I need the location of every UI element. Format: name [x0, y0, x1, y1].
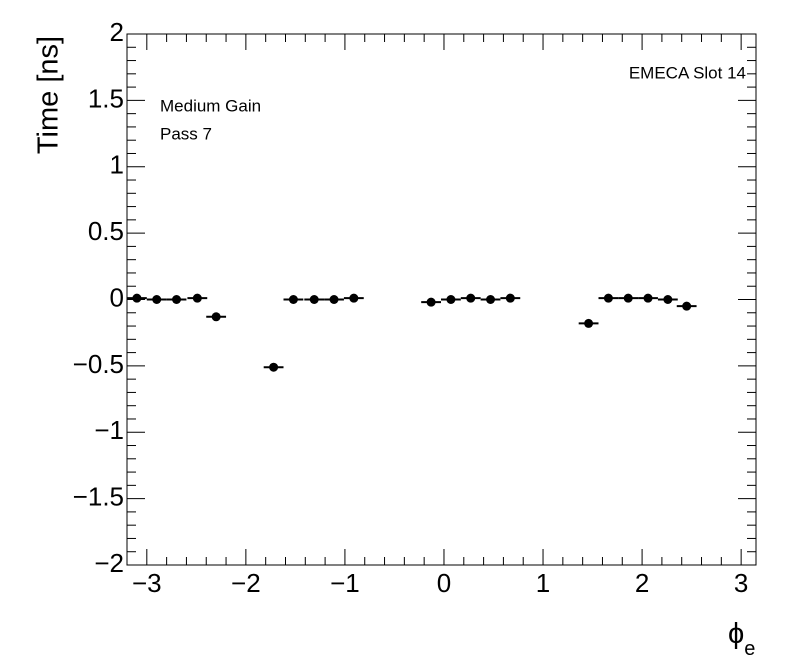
x-label-symbol: ϕ	[728, 618, 744, 650]
x-tick-label: 0	[437, 568, 451, 598]
x-tick-label: −1	[330, 568, 360, 598]
y-tick-label: 0.5	[88, 216, 124, 246]
data-point	[329, 295, 339, 304]
data-point	[349, 293, 359, 303]
data-point	[603, 293, 613, 303]
y-tick-label: −1.5	[73, 482, 124, 512]
data-point	[426, 297, 436, 307]
data-point	[682, 301, 692, 311]
y-tick-label: 1	[110, 150, 124, 180]
x-tick-label: −2	[231, 568, 261, 598]
data-point	[446, 295, 456, 304]
x-tick-label: 1	[536, 568, 550, 598]
annotation: EMECA Slot 14	[629, 63, 746, 82]
y-tick-label: −0.5	[73, 349, 124, 379]
data-point	[643, 293, 653, 303]
x-tick-label: 2	[635, 568, 649, 598]
data-point	[505, 293, 515, 303]
data-point	[466, 293, 476, 303]
data-point	[623, 293, 633, 303]
y-tick-label: −1	[94, 415, 124, 445]
x-label-subscript: e	[744, 638, 755, 660]
x-tick-label: −3	[132, 568, 162, 598]
y-tick-label: 1.5	[88, 83, 124, 113]
annotation: Pass 7	[160, 124, 212, 143]
annotation: Medium Gain	[160, 96, 261, 115]
x-axis-label: ϕe	[728, 618, 755, 660]
y-tick-label: 0	[110, 282, 124, 312]
y-axis-label: Time [ns]	[33, 36, 65, 154]
data-point	[192, 293, 202, 303]
x-tick-label: 3	[734, 568, 748, 598]
data-point	[211, 312, 221, 322]
data-point	[486, 295, 496, 304]
data-point	[172, 295, 182, 304]
data-point	[132, 293, 142, 303]
y-tick-label: −2	[94, 548, 124, 578]
data-point	[269, 362, 279, 372]
data-point	[663, 295, 673, 304]
data-point	[152, 295, 162, 304]
data-point	[309, 295, 319, 304]
data-point	[584, 318, 594, 328]
y-tick-label: 2	[110, 17, 124, 47]
data-point	[288, 295, 298, 304]
